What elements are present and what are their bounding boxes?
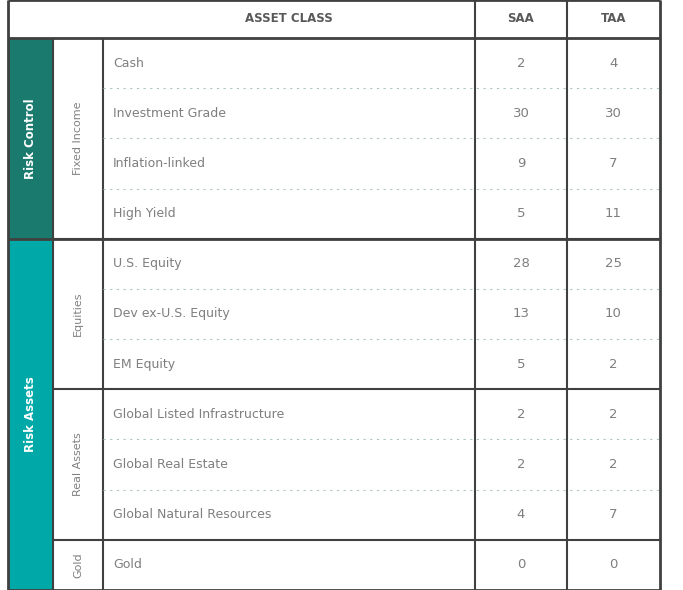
Text: 25: 25 — [605, 257, 622, 270]
Text: U.S. Equity: U.S. Equity — [113, 257, 182, 270]
Text: ASSET CLASS: ASSET CLASS — [245, 12, 333, 25]
Text: Fixed Income: Fixed Income — [73, 101, 83, 175]
Text: Global Natural Resources: Global Natural Resources — [113, 508, 271, 521]
Text: 13: 13 — [512, 307, 529, 320]
Text: 4: 4 — [517, 508, 525, 521]
Text: Gold: Gold — [73, 552, 83, 578]
Text: 5: 5 — [517, 358, 525, 371]
Text: 30: 30 — [512, 107, 529, 120]
Text: Global Listed Infrastructure: Global Listed Infrastructure — [113, 408, 284, 421]
Text: 2: 2 — [517, 458, 525, 471]
Text: 2: 2 — [609, 458, 617, 471]
Text: Gold: Gold — [113, 558, 142, 571]
Text: 2: 2 — [609, 358, 617, 371]
Text: 7: 7 — [609, 157, 617, 170]
Text: 5: 5 — [517, 207, 525, 220]
Text: Dev ex-U.S. Equity: Dev ex-U.S. Equity — [113, 307, 229, 320]
Text: 30: 30 — [605, 107, 622, 120]
Bar — [8, 239, 53, 590]
Text: Global Real Estate: Global Real Estate — [113, 458, 228, 471]
Text: 11: 11 — [605, 207, 622, 220]
Text: High Yield: High Yield — [113, 207, 176, 220]
Text: 10: 10 — [605, 307, 622, 320]
Text: 0: 0 — [609, 558, 617, 571]
Text: Risk Assets: Risk Assets — [24, 376, 37, 453]
Text: Cash: Cash — [113, 57, 144, 70]
Text: 2: 2 — [609, 408, 617, 421]
Text: Inflation-linked: Inflation-linked — [113, 157, 206, 170]
Text: Risk Control: Risk Control — [24, 98, 37, 179]
Text: TAA: TAA — [601, 12, 626, 25]
Text: 28: 28 — [512, 257, 529, 270]
Text: 4: 4 — [609, 57, 617, 70]
Text: SAA: SAA — [507, 12, 534, 25]
Text: 2: 2 — [517, 57, 525, 70]
Text: 9: 9 — [517, 157, 525, 170]
Text: 2: 2 — [517, 408, 525, 421]
Bar — [8, 38, 53, 239]
Text: Real Assets: Real Assets — [73, 432, 83, 496]
Text: Equities: Equities — [73, 291, 83, 336]
Text: 0: 0 — [517, 558, 525, 571]
Text: 7: 7 — [609, 508, 617, 521]
Text: Investment Grade: Investment Grade — [113, 107, 226, 120]
Text: EM Equity: EM Equity — [113, 358, 175, 371]
